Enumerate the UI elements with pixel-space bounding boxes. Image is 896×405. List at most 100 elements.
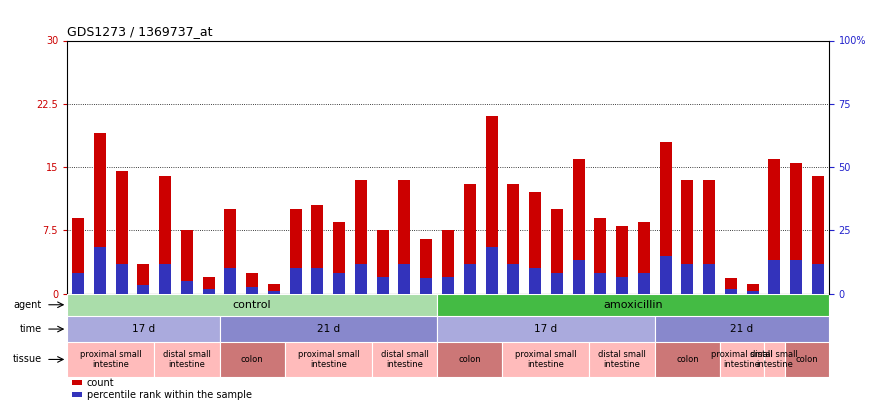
Bar	[769, 260, 780, 294]
Bar	[246, 273, 258, 294]
Bar	[72, 273, 84, 294]
Bar	[202, 277, 215, 294]
Bar	[159, 264, 171, 294]
Bar	[616, 226, 628, 294]
Text: 21 d: 21 d	[730, 324, 754, 334]
Bar	[202, 290, 215, 294]
Bar	[224, 269, 237, 294]
Bar	[94, 133, 106, 294]
Text: 17 d: 17 d	[534, 324, 557, 334]
Bar	[67, 342, 154, 377]
Bar	[529, 269, 541, 294]
Text: percentile rank within the sample: percentile rank within the sample	[87, 390, 252, 400]
Bar	[507, 264, 520, 294]
Text: colon: colon	[241, 355, 263, 364]
Bar	[312, 269, 323, 294]
Text: amoxicillin: amoxicillin	[603, 300, 663, 310]
Text: proximal small
intestine: proximal small intestine	[515, 350, 577, 369]
Bar	[616, 277, 628, 294]
Bar	[486, 247, 497, 294]
Bar	[763, 342, 785, 377]
Bar	[137, 285, 150, 294]
Bar	[312, 205, 323, 294]
Bar	[372, 342, 437, 377]
Bar	[181, 281, 193, 294]
Bar	[355, 264, 367, 294]
Bar	[289, 209, 302, 294]
Bar	[399, 180, 410, 294]
Text: count: count	[87, 378, 115, 388]
Bar	[638, 273, 650, 294]
Bar	[551, 273, 563, 294]
Bar	[442, 230, 454, 294]
Text: distal small
intestine: distal small intestine	[163, 350, 211, 369]
Bar	[590, 342, 655, 377]
Bar	[464, 184, 476, 294]
Bar	[137, 264, 150, 294]
Bar	[268, 291, 280, 294]
Bar	[659, 256, 672, 294]
Bar	[785, 342, 829, 377]
Bar	[725, 290, 737, 294]
Bar	[355, 180, 367, 294]
Bar	[220, 316, 437, 342]
Bar	[67, 294, 437, 316]
Bar	[655, 316, 829, 342]
Bar	[437, 316, 655, 342]
Bar	[812, 175, 824, 294]
Text: proximal small
intestine: proximal small intestine	[80, 350, 142, 369]
Bar	[507, 184, 520, 294]
Bar	[659, 142, 672, 294]
Bar	[573, 159, 584, 294]
Text: GDS1273 / 1369737_at: GDS1273 / 1369737_at	[67, 25, 212, 38]
Bar	[503, 342, 590, 377]
Bar	[529, 192, 541, 294]
Text: 21 d: 21 d	[317, 324, 340, 334]
Bar	[703, 180, 715, 294]
Bar	[746, 284, 759, 294]
Bar	[437, 342, 503, 377]
Text: colon: colon	[676, 355, 699, 364]
Bar	[116, 264, 127, 294]
Text: control: control	[233, 300, 271, 310]
Bar	[181, 230, 193, 294]
Bar	[442, 277, 454, 294]
Bar	[333, 222, 345, 294]
Text: colon: colon	[796, 355, 818, 364]
Text: agent: agent	[13, 300, 41, 310]
Bar	[486, 117, 497, 294]
Bar	[655, 342, 720, 377]
Bar	[246, 287, 258, 294]
Bar	[573, 260, 584, 294]
Bar	[812, 264, 824, 294]
Bar	[594, 218, 607, 294]
Bar	[333, 273, 345, 294]
Bar	[224, 209, 237, 294]
Bar	[399, 264, 410, 294]
Bar	[159, 175, 171, 294]
Bar	[220, 342, 285, 377]
Text: 17 d: 17 d	[132, 324, 155, 334]
Bar	[420, 279, 432, 294]
Text: distal small
intestine: distal small intestine	[751, 350, 798, 369]
Bar	[154, 342, 220, 377]
Text: proximal small
intestine: proximal small intestine	[297, 350, 359, 369]
Bar	[268, 284, 280, 294]
Bar	[551, 209, 563, 294]
Bar	[116, 171, 127, 294]
Bar	[285, 342, 372, 377]
Bar	[790, 260, 802, 294]
Text: distal small
intestine: distal small intestine	[599, 350, 646, 369]
Bar	[94, 247, 106, 294]
Bar	[681, 264, 694, 294]
Text: time: time	[20, 324, 41, 334]
Text: distal small
intestine: distal small intestine	[381, 350, 428, 369]
Bar	[437, 294, 829, 316]
Bar	[67, 316, 220, 342]
Bar	[790, 163, 802, 294]
Text: colon: colon	[459, 355, 481, 364]
Bar	[769, 159, 780, 294]
Text: proximal small
intestine: proximal small intestine	[711, 350, 772, 369]
Bar	[746, 291, 759, 294]
Bar	[464, 264, 476, 294]
